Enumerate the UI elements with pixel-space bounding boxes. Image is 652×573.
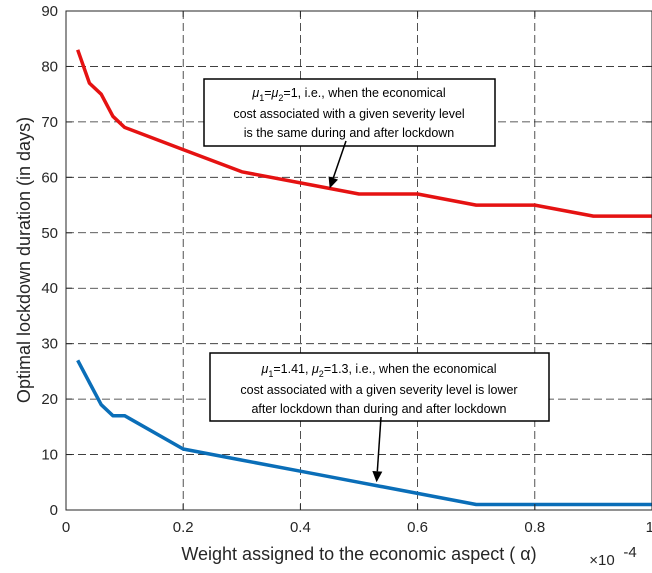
annotation-1-arrow	[332, 140, 347, 179]
y-axis-label: Optimal lockdown duration (in days)	[14, 117, 34, 403]
tick-layer: 0 10 20 30 40 50 60 70 80 90 0 0.2 0.4 0.6 0.8 1	[41, 3, 652, 536]
x-exponent: ×10 -4	[589, 544, 636, 569]
y-tick-label: 80	[41, 58, 58, 75]
annotation-2-line-2: cost associated with a given severity le…	[240, 383, 517, 397]
y-tick-label: 60	[41, 169, 58, 186]
annotation-2-arrowhead	[372, 470, 383, 483]
x-tick-label: 1	[646, 519, 652, 536]
series-layer	[76, 49, 652, 507]
x-axis-label: Weight assigned to the economic aspect (…	[181, 544, 536, 564]
annotation-1-arrowhead	[328, 176, 339, 189]
annotation-2-arrow	[376, 416, 382, 472]
plot-frame	[65, 10, 652, 511]
y-tick-label: 10	[41, 447, 58, 464]
annotation-1-line-2: cost associated with a given severity le…	[233, 107, 464, 121]
series-line-1	[76, 49, 652, 218]
x-tick-label: 0.8	[524, 519, 545, 536]
y-tick-label: 70	[41, 114, 58, 131]
x-tick-label: 0	[62, 519, 70, 536]
x-exponent-base: ×10	[589, 552, 614, 569]
x-tick-label: 0.2	[173, 519, 194, 536]
annotation-2-line-1: μ1=1.41, μ2=1.3, i.e., when the economic…	[260, 362, 496, 379]
annotation-2-box	[209, 352, 550, 422]
y-tick-label: 90	[41, 3, 58, 20]
annotation-1: μ1=μ2=1, i.e., when the economical cost …	[203, 78, 496, 189]
y-tick-label: 20	[41, 391, 58, 408]
x-tick-label: 0.6	[407, 519, 428, 536]
annotation-2-line-3: after lockdown than during and after loc…	[251, 402, 506, 416]
series-line-2	[76, 359, 652, 507]
annotation-1-line-1: μ1=μ2=1, i.e., when the economical	[251, 86, 445, 103]
annotation-1-box	[203, 78, 496, 147]
annotation-1-line-3: is the same during and after lockdown	[244, 126, 455, 140]
y-tick-label: 50	[41, 225, 58, 242]
x-exponent-power: -4	[623, 544, 636, 561]
y-tick-label: 0	[50, 502, 58, 519]
x-tick-label: 0.4	[290, 519, 311, 536]
annotation-2: μ1=1.41, μ2=1.3, i.e., when the economic…	[209, 352, 550, 483]
y-tick-label: 30	[41, 336, 58, 353]
y-tick-label: 40	[41, 280, 58, 297]
